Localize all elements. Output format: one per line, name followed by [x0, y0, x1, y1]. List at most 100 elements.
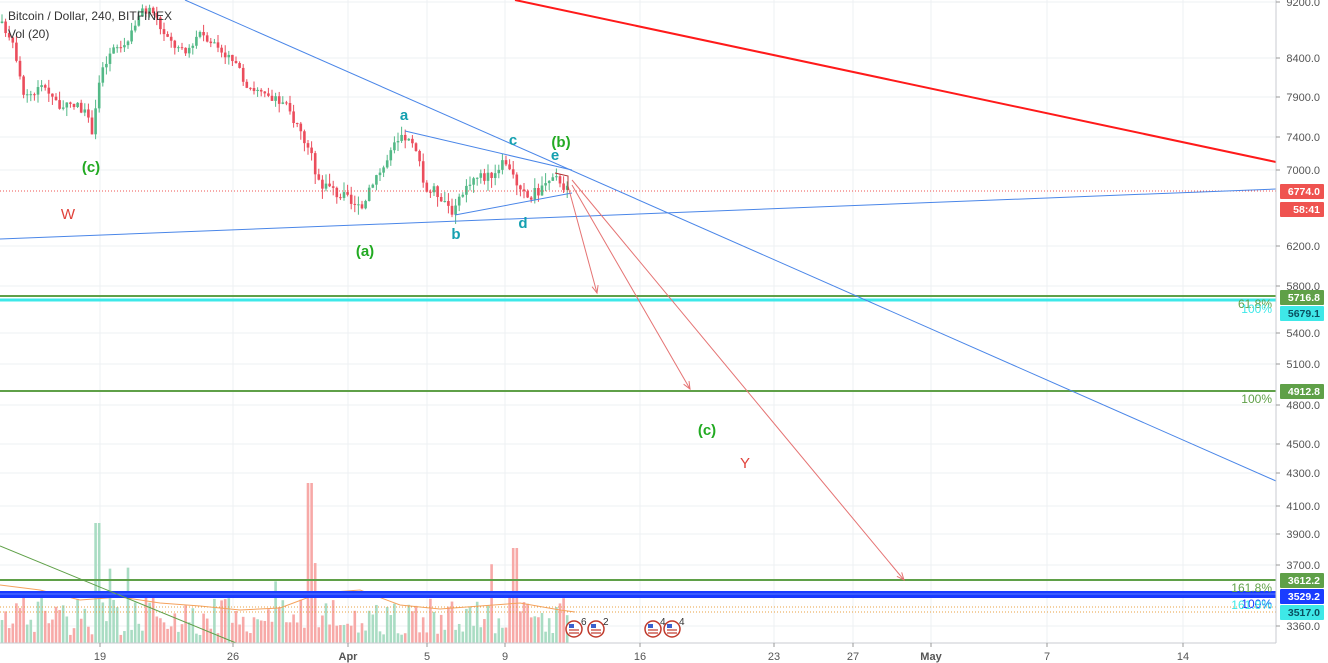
volume-bar: [544, 631, 547, 643]
volume-bar: [443, 629, 447, 643]
volume-bar: [119, 634, 123, 643]
volume-bar: [403, 633, 407, 643]
candle-body: [504, 160, 508, 165]
price-badge-label: 6774.0: [1288, 186, 1320, 198]
candle-body: [479, 173, 483, 178]
projection-arrow-2-head: [683, 380, 691, 391]
candle-body: [475, 177, 479, 179]
candle-body: [342, 192, 346, 198]
candle-body: [457, 196, 461, 206]
volume-bar: [468, 606, 472, 643]
price-tick-label: 4800.0: [1286, 400, 1320, 412]
candle-body: [191, 45, 195, 48]
volume-bar: [342, 624, 346, 643]
volume-bar: [162, 622, 166, 643]
volume-bar: [393, 603, 396, 643]
event-marker[interactable]: 2: [587, 617, 609, 638]
volume-bar: [180, 624, 184, 643]
volume-bar: [461, 631, 465, 643]
volume-bar: [537, 617, 540, 643]
us-flag-icon: [587, 620, 605, 638]
volume-bar: [360, 623, 364, 643]
volume-bar: [148, 602, 151, 643]
event-marker[interactable]: 4: [663, 617, 685, 638]
price-tick-label: 9200.0: [1286, 0, 1320, 9]
candle-body: [79, 102, 83, 113]
volume-bar: [223, 599, 227, 643]
time-axis[interactable]: 19 26 Apr 5 9 16 23 27 May 7 14: [0, 642, 1276, 663]
candle-body: [385, 160, 389, 168]
price-axis[interactable]: 9200.08400.07900.07400.07000.06200.05800…: [1275, 0, 1320, 643]
candle-body: [241, 67, 245, 82]
candle-body: [205, 35, 209, 42]
candle-body: [461, 194, 465, 197]
volume-bar: [126, 567, 130, 643]
event-marker[interactable]: 6: [565, 617, 587, 638]
volume-bar: [346, 623, 349, 643]
price-tick-label: 6200.0: [1286, 241, 1320, 253]
price-tick-label: 7400.0: [1286, 132, 1320, 144]
drawings[interactable]: [0, 0, 1277, 644]
candle-body: [407, 138, 411, 141]
volume-bar: [130, 629, 133, 643]
candle-body: [292, 111, 295, 124]
fib-label: 100%: [1241, 597, 1272, 611]
candle-body: [346, 192, 349, 195]
volume-bar: [425, 632, 429, 643]
candle-body: [97, 82, 101, 109]
volume-bar: [389, 615, 393, 643]
volume-bar: [493, 633, 497, 643]
flag-canton: [569, 624, 574, 628]
candle-body: [25, 94, 29, 96]
candle-body: [450, 205, 454, 215]
candle-body: [357, 204, 360, 206]
volume-bar: [94, 523, 97, 643]
volume-bar: [213, 598, 216, 643]
candle-body: [184, 47, 187, 54]
candle-body: [353, 203, 357, 205]
volume-bar: [195, 633, 198, 643]
grid: [0, 0, 1276, 643]
event-markers[interactable]: 6 2 4 4: [565, 617, 685, 638]
price-badge-bg: [1280, 384, 1324, 399]
triangle-lower-line: [454, 192, 573, 216]
candle-body: [267, 93, 270, 96]
price-badge-label: 5679.1: [1288, 308, 1320, 320]
candle-body: [40, 85, 43, 88]
price-badge: 3517.0: [1280, 605, 1324, 620]
volume-bar: [335, 625, 339, 643]
candle-body: [187, 47, 191, 54]
candle-body: [270, 95, 274, 101]
wave-label: W: [61, 206, 76, 223]
candle-body: [101, 67, 105, 83]
candle-body: [133, 25, 137, 31]
chart-title: Bitcoin / Dollar, 240, BITFINEX: [8, 9, 173, 23]
candle-body: [339, 197, 342, 199]
volume-bar: [331, 600, 335, 643]
price-badge: 5716.8: [1280, 290, 1324, 305]
candle-body: [421, 161, 425, 183]
volume-bar: [15, 603, 18, 643]
candle-body: [76, 102, 79, 108]
candle-body: [447, 201, 450, 206]
price-tick-label: 3700.0: [1286, 560, 1320, 572]
volume-bar: [522, 602, 526, 643]
volume-bar: [321, 615, 324, 643]
candle-body: [7, 33, 11, 38]
candle-body: [443, 201, 447, 203]
volume-bar: [173, 613, 177, 643]
volume-bar: [216, 633, 220, 643]
projection-arrow-1-head: [591, 285, 599, 295]
event-count: 6: [581, 617, 587, 628]
candle-body: [288, 102, 292, 112]
time-tick-label: 27: [847, 651, 859, 663]
time-tick-label: 16: [634, 651, 646, 663]
volume-bar: [87, 626, 90, 643]
event-marker[interactable]: 4: [644, 617, 666, 638]
candle-body: [202, 32, 205, 36]
candle-body: [562, 183, 565, 190]
volume-bar: [220, 600, 223, 643]
candle-body: [162, 29, 166, 35]
